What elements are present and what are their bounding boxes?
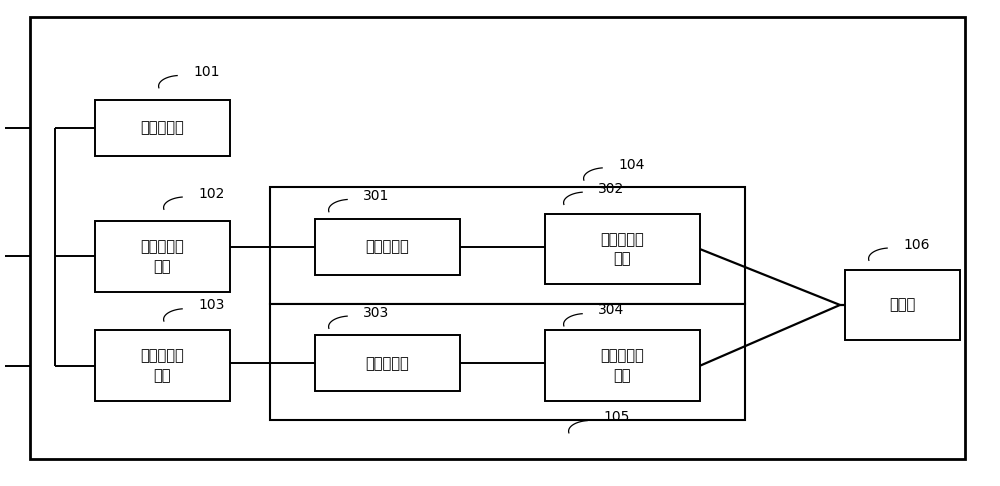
Bar (270, 187, 745, 304)
Bar (95, 100, 230, 156)
Text: 301: 301 (363, 189, 389, 203)
Text: 102: 102 (198, 187, 224, 201)
Text: 第一检波器: 第一检波器 (366, 239, 409, 254)
Bar (545, 330, 700, 401)
Bar (270, 304, 745, 420)
Bar (545, 214, 700, 284)
Text: 101: 101 (193, 65, 220, 79)
Bar (315, 335, 460, 391)
Bar (845, 270, 960, 340)
Text: 第二音频接
收器: 第二音频接 收器 (141, 348, 184, 383)
Bar (95, 330, 230, 401)
Text: 第一逻辑处
理器: 第一逻辑处 理器 (601, 232, 644, 266)
Text: 103: 103 (198, 298, 224, 312)
Text: 106: 106 (903, 238, 930, 252)
Text: 304: 304 (598, 303, 624, 317)
Text: 104: 104 (618, 157, 644, 172)
Text: 音频发射器: 音频发射器 (141, 120, 184, 135)
Bar (95, 221, 230, 292)
Text: 302: 302 (598, 182, 624, 196)
Text: 第一音频接
收器: 第一音频接 收器 (141, 239, 184, 274)
Text: 105: 105 (603, 410, 629, 424)
Bar (315, 219, 460, 275)
Text: 第二检波器: 第二检波器 (366, 356, 409, 371)
Text: 第二逻辑处
理器: 第二逻辑处 理器 (601, 348, 644, 383)
Text: 处理器: 处理器 (889, 297, 916, 312)
Text: 303: 303 (363, 306, 389, 320)
